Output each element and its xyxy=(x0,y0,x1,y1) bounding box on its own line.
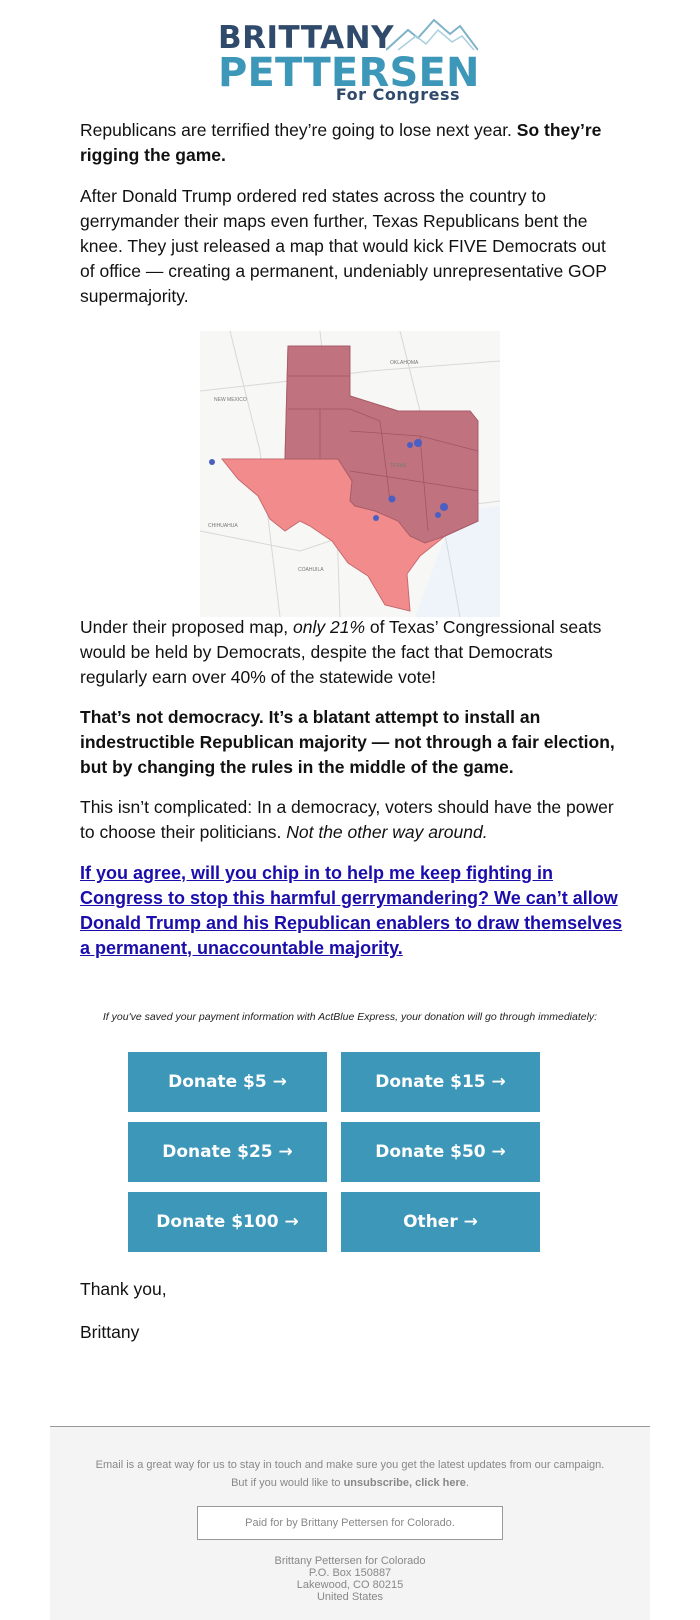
texas-map-image: OKLAHOMA NEW MEXICO TEXAS CHIHUAHUA COAH… xyxy=(200,331,500,617)
paragraph-intro: Republicans are terrified they’re going … xyxy=(80,118,620,168)
footer-unsubscribe-line: But if you would like to unsubscribe, cl… xyxy=(50,1474,650,1492)
footer-address-line-1: Brittany Pettersen for Colorado xyxy=(274,1555,426,1567)
footer-unsubscribe-prefix: But if you would like to xyxy=(231,1477,344,1489)
paragraph-context: After Donald Trump ordered red states ac… xyxy=(80,186,607,306)
donate-50-button[interactable]: Donate $50 → xyxy=(341,1122,540,1182)
paragraph-voters: This isn’t complicated: In a democracy, … xyxy=(80,795,620,845)
mountain-icon xyxy=(386,18,478,51)
footer-address-line-3: Lakewood, CO 80215 xyxy=(296,1579,404,1591)
logo-line-1: BRITTANY xyxy=(218,20,395,56)
stats-italic: only 21% xyxy=(293,617,366,637)
signature-text: Brittany xyxy=(80,1322,140,1342)
voters-text: This isn’t complicated: In a democracy, … xyxy=(80,797,614,842)
donate-other-button[interactable]: Other → xyxy=(341,1192,540,1252)
donate-15-button[interactable]: Donate $15 → xyxy=(341,1052,540,1112)
email-footer: Email is a great way for us to stay in t… xyxy=(50,1426,650,1620)
unsubscribe-link[interactable]: unsubscribe, click here xyxy=(343,1477,466,1489)
intro-text: Republicans are terrified they’re going … xyxy=(80,120,517,140)
map-label-coahuila: COAHUILA xyxy=(298,567,324,573)
map-label-oklahoma: OKLAHOMA xyxy=(390,360,419,366)
thanks-text: Thank you, xyxy=(80,1279,167,1299)
donate-25-button[interactable]: Donate $25 → xyxy=(128,1122,327,1182)
campaign-logo: BRITTANY PETTERSEN For Congress xyxy=(218,16,479,106)
map-label-texas: TEXAS xyxy=(390,463,407,469)
cta-donate-link[interactable]: If you agree, will you chip in to help m… xyxy=(80,863,623,958)
donate-100-button[interactable]: Donate $100 → xyxy=(128,1192,327,1252)
footer-address-line-4: United States xyxy=(316,1591,384,1603)
voters-italic: Not the other way around. xyxy=(286,822,488,842)
map-label-new-mexico: NEW MEXICO xyxy=(214,397,247,403)
texas-map: OKLAHOMA NEW MEXICO TEXAS CHIHUAHUA COAH… xyxy=(200,331,500,617)
paragraph-map-stats: Under their proposed map, only 21% of Te… xyxy=(80,615,620,690)
footer-address-line-2: P.O. Box 150887 xyxy=(308,1567,392,1579)
democracy-bold-text: That’s not democracy. It’s a blatant att… xyxy=(80,707,615,777)
logo-line-2: PETTERSEN xyxy=(218,50,480,96)
stats-text-b: of Texas’ Congressional seats would be h… xyxy=(80,617,602,687)
logo-line-3: For Congress xyxy=(335,85,460,104)
paragraph-democracy: That’s not democracy. It’s a blatant att… xyxy=(80,705,620,780)
intro-bold-text: So they’re rigging the game. xyxy=(80,120,602,165)
donate-5-button[interactable]: Donate $5 → xyxy=(128,1052,327,1112)
cta-container: If you agree, will you chip in to help m… xyxy=(80,861,625,961)
paid-for-disclaimer: Paid for by Brittany Pettersen for Color… xyxy=(197,1506,503,1540)
stats-text-a: Under their proposed map, xyxy=(80,617,294,637)
footer-info-line: Email is a great way for us to stay in t… xyxy=(95,1459,605,1471)
footer-unsubscribe-suffix: . xyxy=(465,1477,469,1489)
map-label-chihuahua: CHIHUAHUA xyxy=(208,523,238,529)
actblue-note: If you've saved your payment information… xyxy=(102,1011,598,1023)
